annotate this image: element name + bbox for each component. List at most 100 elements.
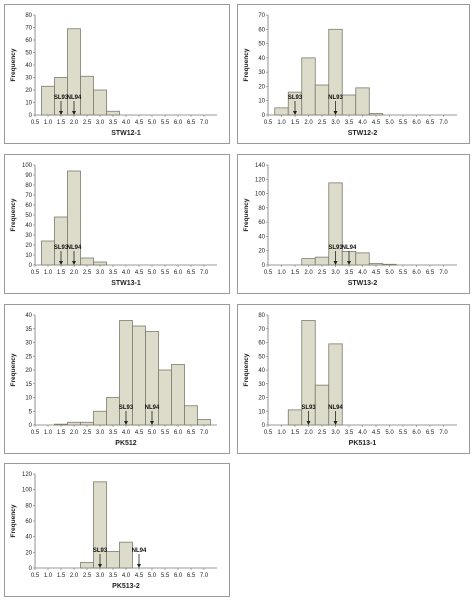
x-tick-label: 5.5: [399, 120, 408, 126]
y-tick-label: 70: [258, 13, 265, 19]
x-tick-label: 3.5: [109, 573, 118, 579]
x-axis-label: PK513-2: [112, 583, 140, 590]
marker-label: NL94: [67, 245, 82, 251]
y-axis-label: Frequency: [10, 504, 17, 537]
x-tick-label: 5.0: [148, 120, 157, 126]
histogram-bar: [368, 263, 384, 266]
y-tick-label: 20: [258, 249, 265, 255]
y-tick-label: 40: [25, 223, 32, 229]
histogram-bar: [80, 562, 94, 569]
x-tick-label: 5.0: [148, 270, 157, 276]
histogram-stw13-1: 0 10 20 30 40 50 60 70 80 90 100 0.5 1.0 1.5 2.0 2.5 3.0…: [10, 163, 217, 287]
histogram-bar: [341, 94, 357, 116]
x-tick-label: 1.0: [277, 430, 286, 436]
x-tick-label: 1.5: [57, 270, 66, 276]
x-tick-label: 3.5: [345, 120, 354, 126]
x-tick-label: 2.5: [318, 270, 327, 276]
y-tick-label: 10: [258, 409, 265, 415]
marker-label: SL93: [301, 405, 316, 411]
x-tick-label: 1.0: [277, 270, 286, 276]
x-tick-label: 3.0: [331, 120, 340, 126]
y-axis-label: Frequency: [243, 353, 250, 386]
x-tick-label: 2.0: [70, 573, 79, 579]
histogram-bar: [67, 421, 81, 426]
y-tick-label: 35: [25, 327, 32, 333]
y-tick-label: 30: [25, 233, 32, 239]
marker-arrow-head: [137, 564, 141, 568]
x-tick-label: 2.0: [304, 270, 313, 276]
x-tick-label: 6.5: [426, 270, 435, 276]
x-tick-label: 4.5: [135, 120, 144, 126]
x-tick-label: 0.5: [31, 270, 40, 276]
y-tick-label: 80: [258, 206, 265, 212]
x-tick-label: 1.5: [57, 120, 66, 126]
x-tick-label: 6.5: [187, 270, 196, 276]
x-tick-label: 4.5: [372, 270, 381, 276]
marker-arrow-head: [59, 111, 63, 115]
x-tick-label: 4.0: [122, 270, 131, 276]
y-axis-label: Frequency: [10, 353, 17, 386]
marker-label: SL93: [54, 95, 69, 101]
histogram-bar: [106, 397, 120, 426]
x-tick-label: 1.0: [44, 120, 53, 126]
x-axis-label: STW12-1: [111, 130, 141, 137]
histogram-bar: [132, 325, 146, 426]
histogram-bar: [106, 110, 120, 116]
x-tick-label: 2.0: [70, 270, 79, 276]
y-tick-label: 40: [258, 234, 265, 240]
y-tick-label: 40: [258, 368, 265, 374]
x-tick-label: 3.0: [96, 573, 105, 579]
x-tick-label: 3.0: [96, 430, 105, 436]
x-tick-label: 5.0: [385, 270, 394, 276]
x-tick-label: 1.5: [291, 120, 300, 126]
x-tick-label: 3.0: [331, 270, 340, 276]
y-tick-label: 80: [258, 313, 265, 319]
y-tick-label: 60: [25, 203, 32, 209]
y-tick-label: 120: [255, 177, 266, 183]
x-tick-label: 7.0: [439, 430, 448, 436]
histogram-pk513-2: 0 20 40 60 80 100 120 0.5 1.0 1.5 2.0 2.5 3.0 3.5 4.0 4…: [10, 472, 217, 590]
marker-arrow-head: [150, 421, 154, 425]
x-tick-label: 1.5: [57, 573, 66, 579]
x-tick-label: 2.0: [304, 430, 313, 436]
x-tick-label: 5.0: [148, 573, 157, 579]
y-axis-label: Frequency: [243, 48, 250, 81]
marker-label: NL94: [342, 245, 357, 251]
x-tick-label: 3.5: [345, 270, 354, 276]
histogram-bar: [274, 107, 289, 116]
x-axis-label: STW13-2: [348, 280, 378, 287]
x-tick-label: 6.5: [426, 430, 435, 436]
y-tick-label: 60: [25, 519, 32, 525]
histogram-bar: [355, 87, 370, 116]
x-tick-label: 7.0: [200, 573, 209, 579]
x-tick-label: 2.5: [318, 120, 327, 126]
x-tick-label: 0.5: [264, 120, 273, 126]
x-tick-label: 2.5: [83, 430, 92, 436]
x-tick-label: 0.5: [264, 430, 273, 436]
y-tick-label: 30: [258, 70, 265, 76]
marker-arrow-head: [59, 261, 63, 265]
y-tick-label: 40: [258, 56, 265, 62]
x-tick-label: 5.5: [161, 573, 170, 579]
histogram-bar: [158, 369, 172, 426]
chart-panel-stw13-1: 0 10 20 30 40 50 60 70 80 90 100 0.5 1.0 1.5 2.0 2.5 3.0…: [4, 154, 230, 294]
histogram-bar: [93, 89, 107, 116]
histogram-bar: [41, 240, 55, 266]
y-tick-label: 20: [25, 550, 32, 556]
x-tick-label: 5.5: [161, 430, 170, 436]
marker-arrow-head: [293, 111, 297, 115]
histogram-bar: [106, 551, 120, 569]
x-tick-label: 4.5: [135, 430, 144, 436]
histogram-bar: [301, 258, 316, 266]
marker-label: NL94: [145, 405, 160, 411]
y-tick-label: 70: [25, 193, 32, 199]
y-tick-label: 60: [258, 341, 265, 347]
histogram-pk512: 0 5 10 15 20 25 30 35 40 0.5 1.0 1.5 2.0 2.5 3.0 3.5 4.0…: [10, 313, 217, 447]
histogram-bar: [355, 252, 370, 266]
x-tick-label: 7.0: [200, 430, 209, 436]
y-tick-label: 30: [25, 341, 32, 347]
histogram-bar: [80, 257, 94, 266]
chart-panel-pk513-1: 0 10 20 30 40 50 60 70 80 0.5 1.0 1.5 2.0 2.5 3.0 3.5 4.…: [237, 304, 470, 454]
x-tick-label: 0.5: [31, 573, 40, 579]
histogram-bar: [80, 421, 94, 426]
